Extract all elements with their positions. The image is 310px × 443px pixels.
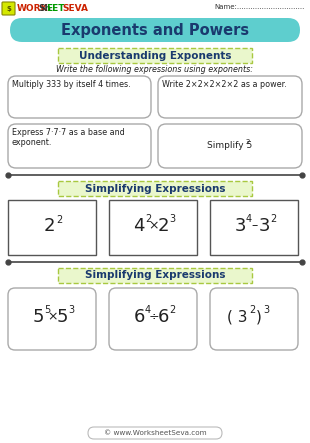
Text: ×: × bbox=[149, 219, 159, 232]
Text: 3: 3 bbox=[263, 305, 269, 315]
Text: 3: 3 bbox=[68, 305, 74, 315]
FancyBboxPatch shape bbox=[58, 268, 252, 283]
Text: 2: 2 bbox=[246, 139, 250, 145]
FancyBboxPatch shape bbox=[158, 124, 302, 168]
Text: 2: 2 bbox=[169, 305, 175, 315]
Text: Express 7·7·7 as a base and
exponent.: Express 7·7·7 as a base and exponent. bbox=[12, 128, 125, 148]
Text: –: – bbox=[252, 219, 258, 232]
FancyBboxPatch shape bbox=[8, 124, 151, 168]
FancyBboxPatch shape bbox=[88, 427, 222, 439]
Text: 2: 2 bbox=[56, 214, 62, 225]
Text: 5: 5 bbox=[32, 308, 44, 326]
FancyBboxPatch shape bbox=[58, 181, 252, 196]
FancyBboxPatch shape bbox=[158, 76, 302, 118]
Text: ): ) bbox=[256, 310, 262, 325]
Text: 2: 2 bbox=[145, 214, 151, 224]
Bar bbox=[109, 200, 197, 255]
Text: Exponents and Powers: Exponents and Powers bbox=[61, 23, 249, 38]
FancyBboxPatch shape bbox=[210, 288, 298, 350]
Text: SEVA: SEVA bbox=[62, 4, 88, 13]
Text: Write the following expressions using exponents:: Write the following expressions using ex… bbox=[56, 65, 254, 74]
FancyBboxPatch shape bbox=[109, 288, 197, 350]
Text: 3: 3 bbox=[258, 217, 270, 234]
Text: Multiply 333 by itself 4 times.: Multiply 333 by itself 4 times. bbox=[12, 80, 131, 89]
Text: 4: 4 bbox=[145, 305, 151, 315]
Text: ÷: ÷ bbox=[149, 311, 159, 323]
Text: 6: 6 bbox=[133, 308, 145, 326]
Text: Simplify 5: Simplify 5 bbox=[207, 141, 253, 151]
Text: 3: 3 bbox=[234, 217, 246, 234]
Text: Name:..............................: Name:.............................. bbox=[215, 4, 305, 10]
Text: WORK: WORK bbox=[17, 4, 48, 13]
Text: 2: 2 bbox=[157, 217, 169, 234]
FancyBboxPatch shape bbox=[8, 76, 151, 118]
Text: EET: EET bbox=[46, 4, 64, 13]
Bar bbox=[8, 200, 96, 255]
Bar bbox=[210, 200, 298, 255]
Text: Write 2×2×2×2×2 as a power.: Write 2×2×2×2×2 as a power. bbox=[162, 80, 287, 89]
Text: 2: 2 bbox=[249, 305, 255, 315]
Text: ( 3: ( 3 bbox=[227, 310, 247, 325]
Text: 6: 6 bbox=[157, 308, 169, 326]
Text: Sh: Sh bbox=[38, 4, 51, 13]
Text: 4: 4 bbox=[246, 214, 252, 224]
Text: ×: × bbox=[48, 311, 58, 323]
Text: 3: 3 bbox=[169, 214, 175, 224]
Text: © www.WorksheetSeva.com: © www.WorksheetSeva.com bbox=[104, 430, 206, 436]
FancyBboxPatch shape bbox=[8, 288, 96, 350]
FancyBboxPatch shape bbox=[58, 48, 252, 63]
Text: 2: 2 bbox=[270, 214, 276, 224]
Text: 5: 5 bbox=[44, 305, 50, 315]
Text: $: $ bbox=[6, 5, 11, 12]
Text: 5: 5 bbox=[56, 308, 68, 326]
Text: Simplifying Expressions: Simplifying Expressions bbox=[85, 183, 225, 194]
Text: 4: 4 bbox=[133, 217, 145, 234]
Text: 2: 2 bbox=[43, 217, 55, 234]
FancyBboxPatch shape bbox=[10, 18, 300, 42]
Text: Understanding Exponents: Understanding Exponents bbox=[79, 51, 231, 61]
FancyBboxPatch shape bbox=[2, 2, 15, 15]
Text: Simplifying Expressions: Simplifying Expressions bbox=[85, 271, 225, 280]
